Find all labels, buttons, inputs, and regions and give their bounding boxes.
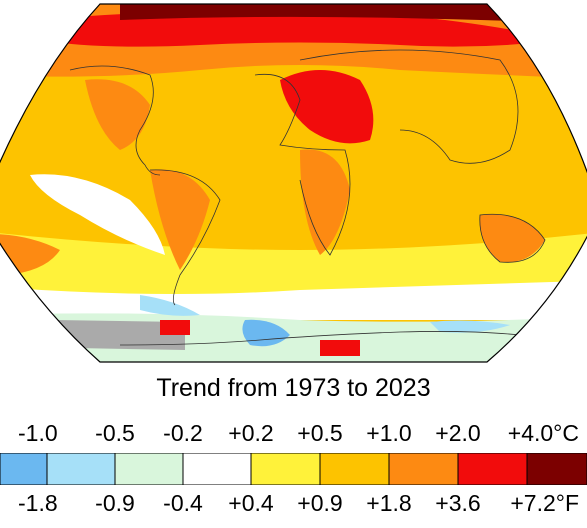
- celsius-label: -0.5: [95, 420, 135, 446]
- legend-bin: [526, 453, 587, 485]
- fahrenheit-label: +7.2°F: [510, 490, 579, 516]
- coastlines: [69, 49, 546, 346]
- fahrenheit-label-row: -1.8 -0.9 -0.4 +0.4 +0.9 +1.8 +3.6 +7.2°…: [0, 490, 587, 520]
- legend-bin: [46, 453, 116, 485]
- celsius-label-row: -1.0 -0.5 -0.2 +0.2 +0.5 +1.0 +2.0 +4.0°…: [0, 420, 587, 450]
- fahrenheit-label: +0.4: [228, 490, 274, 516]
- legend-bin: [250, 453, 321, 485]
- coastline-africa-europe: [254, 73, 351, 256]
- map-body: [0, 4, 587, 362]
- celsius-label: -0.2: [163, 420, 203, 446]
- celsius-label: +2.0: [435, 420, 481, 446]
- legend-bin: [388, 453, 459, 485]
- south-america-warming: [150, 169, 210, 270]
- fahrenheit-label: +3.6: [435, 490, 481, 516]
- celsius-label: +4.0°C: [507, 420, 579, 446]
- south-pacific-warming: [0, 234, 60, 276]
- fahrenheit-label: -1.8: [18, 490, 58, 516]
- southern-ocean-yellow: [0, 230, 587, 300]
- southern-neutral-band: [0, 280, 587, 320]
- pacific-neutral-area: [30, 174, 165, 255]
- south-pacific-cool-area: [140, 295, 200, 316]
- fahrenheit-label: +1.8: [366, 490, 412, 516]
- celsius-label: +0.2: [228, 420, 274, 446]
- east-antarctic-cool-area: [430, 320, 510, 333]
- fahrenheit-label: -0.4: [163, 490, 203, 516]
- legend-color-bar: [0, 453, 587, 485]
- antarctic-peninsula-hotspot: [160, 320, 190, 335]
- legend-bin: [457, 453, 528, 485]
- celsius-label: +1.0: [366, 420, 412, 446]
- legend-bin: [319, 453, 390, 485]
- coastline-australia: [479, 213, 546, 263]
- celsius-label: +0.5: [297, 420, 343, 446]
- no-data-area: [55, 320, 185, 350]
- australia-warming: [479, 214, 545, 263]
- north-america-warming: [85, 79, 150, 150]
- legend-bin: [114, 453, 184, 485]
- temperature-trend-map: [0, 3, 587, 363]
- coastline-south-america: [149, 169, 221, 306]
- legend-bin: [0, 453, 48, 485]
- antarctic-red-patch: [320, 340, 360, 356]
- map-title: Trend from 1973 to 2023: [156, 374, 431, 402]
- arctic-red-band: [40, 11, 560, 47]
- fahrenheit-label: -0.9: [95, 490, 135, 516]
- arctic-dark-red: [120, 4, 587, 25]
- africa-warming: [300, 149, 350, 255]
- legend-bin: [182, 453, 252, 485]
- coastline-asia: [299, 49, 519, 164]
- coastline-north-america: [69, 65, 161, 176]
- map-outline: [0, 3, 587, 363]
- europe-middle-east-hotspot: [280, 70, 374, 144]
- coastline-antarctica: [119, 331, 521, 346]
- fahrenheit-label: +0.9: [297, 490, 343, 516]
- celsius-label: -1.0: [18, 420, 58, 446]
- antarctic-cooling-area: [242, 319, 290, 347]
